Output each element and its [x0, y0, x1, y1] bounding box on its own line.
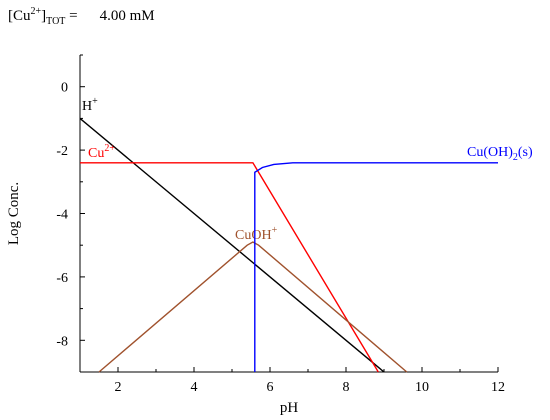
y-tick-label: 0	[61, 81, 68, 96]
x-tick-label: 10	[415, 380, 429, 395]
tot-subscript: TOT	[46, 16, 66, 27]
series-line-h	[79, 117, 385, 373]
series-label: CuOH+	[235, 225, 278, 243]
y-tick-label: -6	[56, 271, 68, 286]
total-concentration-value: 4.00 mM	[99, 8, 155, 24]
series-label: Cu2+	[88, 143, 115, 161]
y-tick-label: -8	[56, 334, 68, 349]
series-label: H+	[82, 96, 98, 114]
y-axis-label: Log Conc.	[6, 182, 22, 245]
x-tick-label: 12	[491, 380, 505, 395]
series-line-cu	[80, 162, 379, 373]
equals-sign: =	[65, 8, 78, 24]
total-concentration-header: [Cu2+]TOT = 4.00 mM	[8, 6, 155, 27]
bracket-close: ]	[41, 8, 47, 24]
x-axis-label: pH	[280, 400, 299, 416]
x-tick-label: 8	[343, 380, 350, 395]
series-label: Cu(OH)2(s)	[467, 145, 533, 163]
series-line-cu-oh-s	[254, 162, 498, 372]
y-tick-label: -2	[56, 144, 68, 159]
x-tick-label: 4	[191, 380, 198, 395]
y-tick-label: -4	[56, 208, 68, 223]
charge-superscript: 2+	[30, 6, 42, 17]
species-label: [Cu	[8, 8, 31, 24]
x-tick-label: 2	[115, 380, 122, 395]
x-tick-label: 6	[267, 380, 274, 395]
series-line-cuoh	[98, 241, 408, 373]
